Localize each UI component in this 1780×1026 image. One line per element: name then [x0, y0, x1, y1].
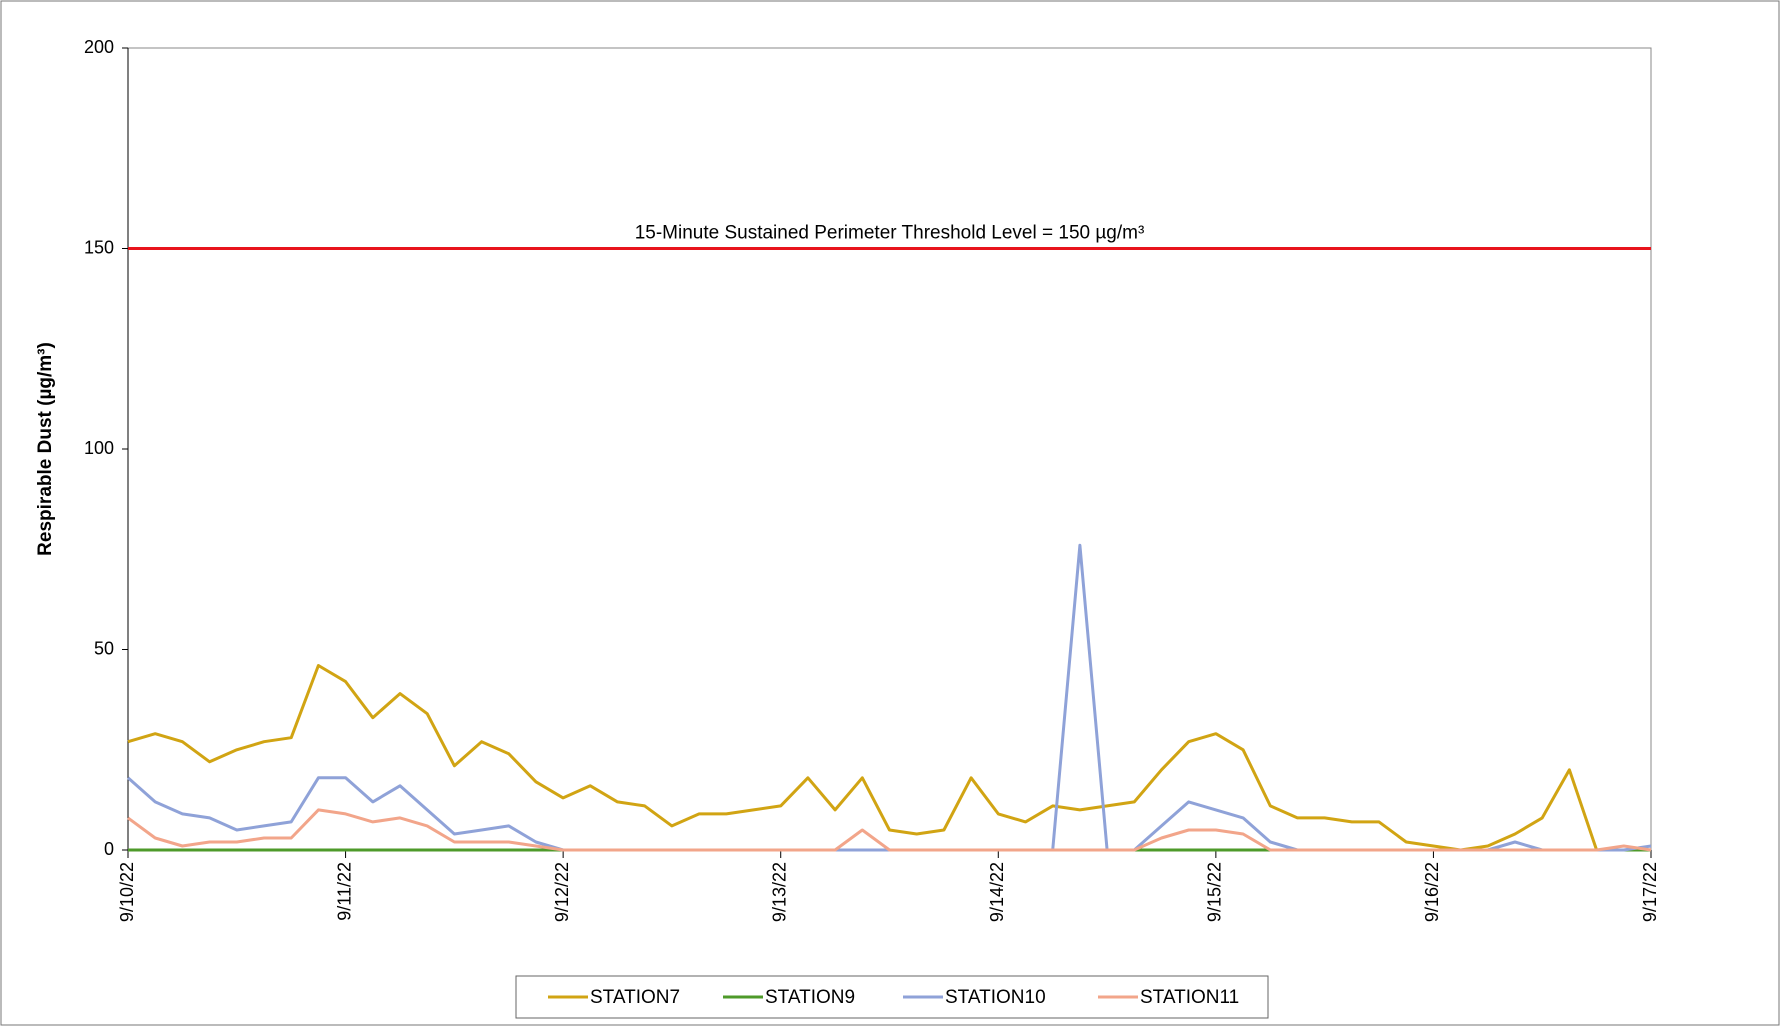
- legend-label: STATION11: [1140, 987, 1239, 1008]
- y-tick-label: 100: [84, 438, 114, 458]
- legend: [515, 975, 1269, 1019]
- legend-label: STATION9: [765, 987, 855, 1008]
- x-tick-label: 9/12/22: [552, 862, 572, 922]
- x-tick-label: 9/11/22: [334, 862, 354, 921]
- legend-label: STATION10: [945, 987, 1046, 1008]
- y-tick-label: 150: [84, 237, 114, 257]
- y-tick-label: 50: [94, 638, 114, 658]
- x-tick-label: 9/17/22: [1640, 862, 1660, 922]
- series-line: [127, 808, 1652, 852]
- y-axis-label: Respirable Dust (µg/m³): [35, 342, 56, 556]
- series-line: [127, 664, 1651, 852]
- threshold-label: 15-Minute Sustained Perimeter Threshold …: [635, 223, 1145, 244]
- x-tick-label: 9/10/22: [117, 862, 137, 922]
- legend-label: STATION7: [590, 987, 680, 1008]
- y-tick-label: 200: [84, 37, 114, 57]
- y-tick-label: 0: [104, 839, 114, 859]
- x-tick-label: 9/13/22: [769, 862, 789, 922]
- x-tick-label: 9/15/22: [1205, 862, 1225, 922]
- x-tick-label: 9/16/22: [1422, 862, 1442, 922]
- x-tick-label: 9/14/22: [987, 862, 1007, 922]
